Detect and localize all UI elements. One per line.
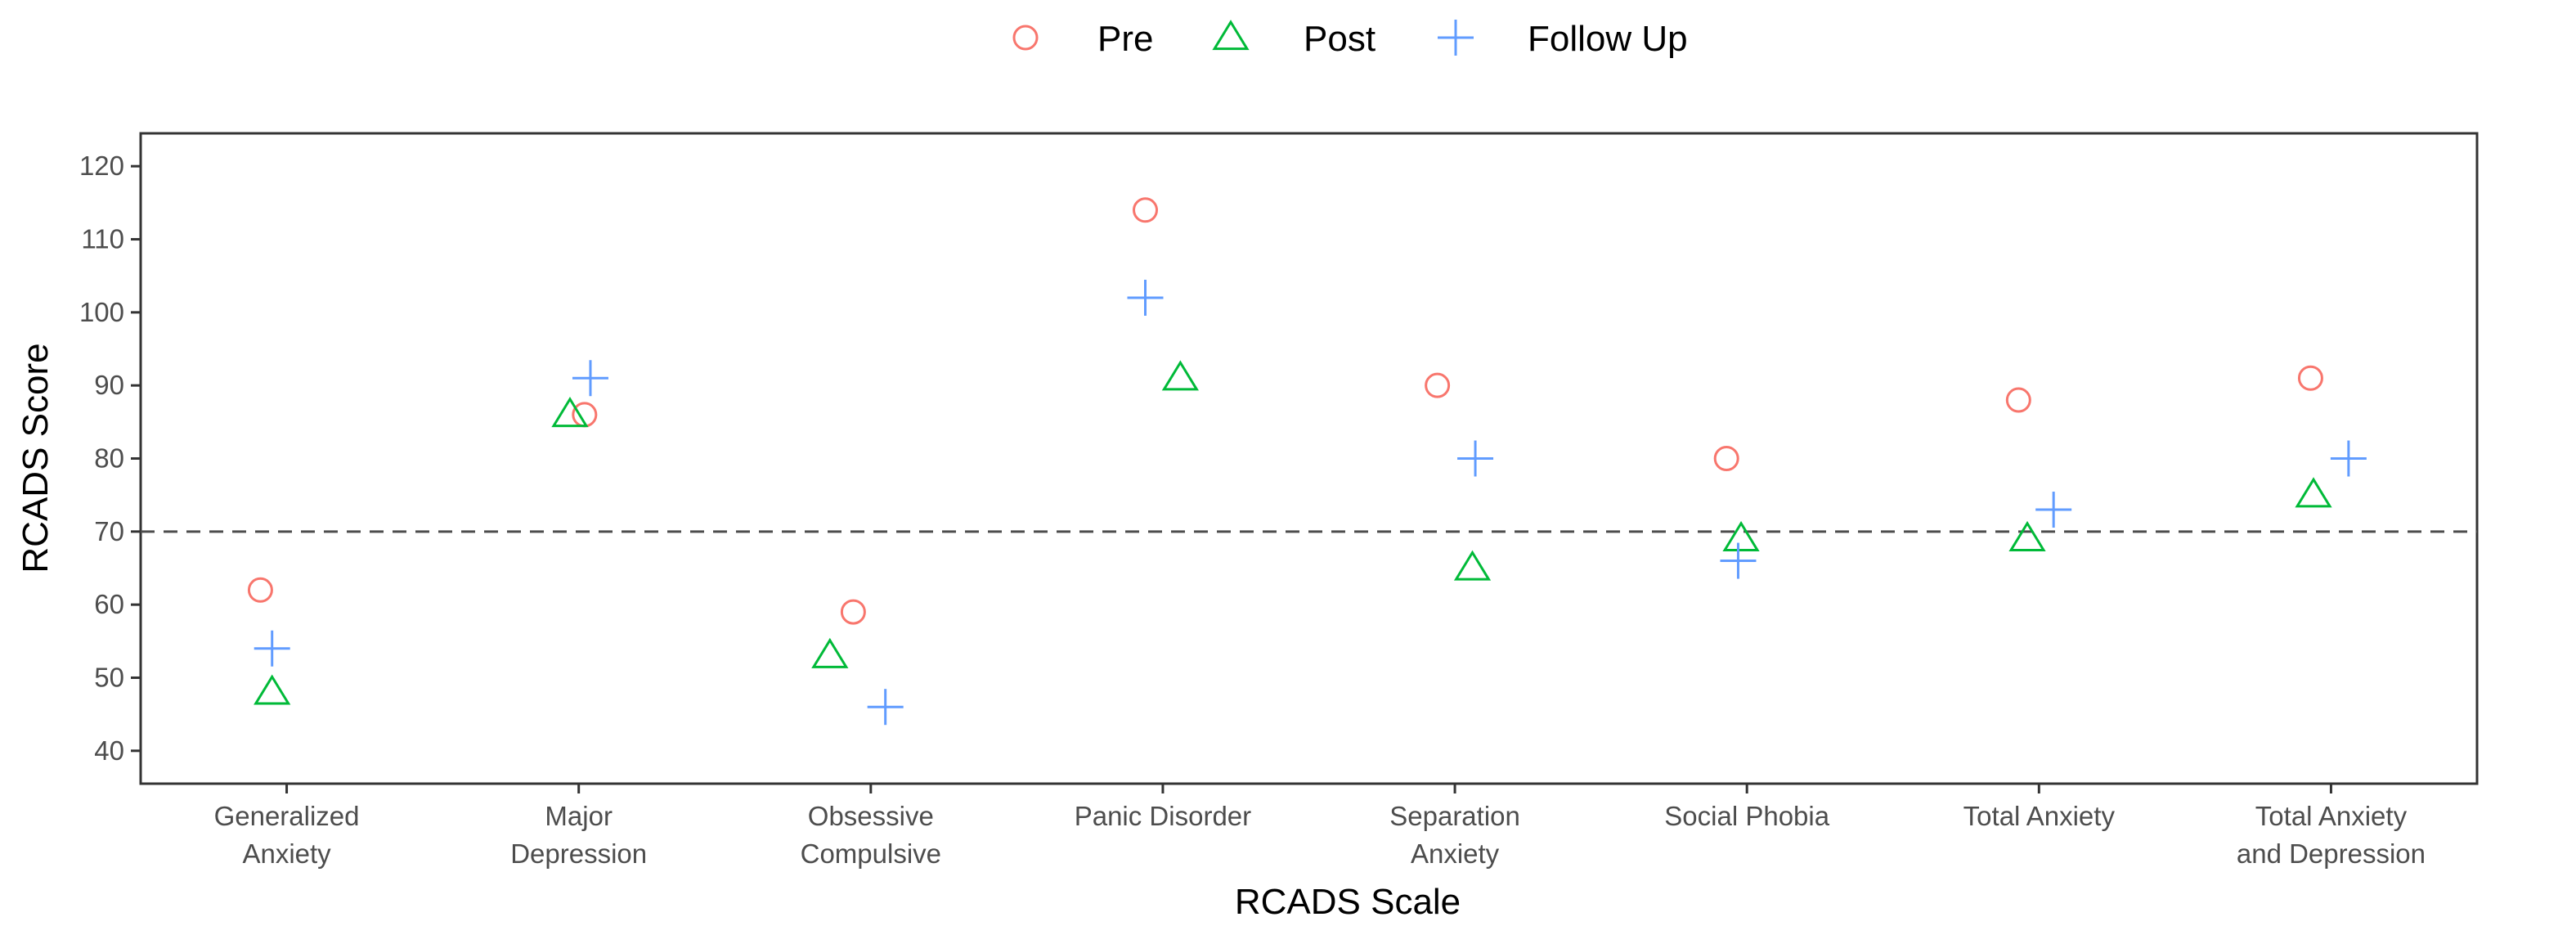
y-tick-label: 90	[94, 370, 124, 400]
point-follow-up	[2035, 492, 2072, 528]
y-tick-label: 80	[94, 443, 124, 474]
y-tick-label: 110	[81, 224, 124, 254]
y-axis: 40 50 60 70 80 90 100 110 120	[79, 151, 141, 766]
point-post	[811, 637, 849, 668]
triangle-icon	[1212, 20, 1250, 51]
legend-label: Follow Up	[1528, 19, 1688, 59]
x-tick-label: Social Phobia	[1664, 801, 1829, 831]
point-follow-up	[1127, 279, 1164, 316]
y-tick-label: 70	[94, 516, 124, 546]
y-tick-label: 50	[94, 662, 124, 692]
plus-icon	[1438, 20, 1474, 56]
point-post	[551, 397, 589, 428]
point-pre	[247, 577, 273, 603]
y-tick-label: 120	[79, 151, 124, 181]
data-points	[247, 197, 2367, 726]
point-pre	[2005, 387, 2031, 413]
point-post	[2008, 520, 2046, 551]
point-follow-up	[254, 630, 290, 667]
x-tick-label: Separation Anxiety	[1389, 801, 1520, 869]
point-pre	[2297, 365, 2323, 391]
point-post	[1161, 360, 1199, 391]
plot-panel	[139, 132, 2479, 785]
point-pre	[1713, 446, 1739, 471]
point-pre	[1133, 197, 1159, 223]
point-follow-up	[1720, 542, 1757, 579]
y-tick-label: 60	[94, 589, 124, 619]
x-axis-title: RCADS Scale	[1235, 882, 1461, 922]
legend: Pre Post Follow Up	[1012, 19, 1688, 59]
point-pre	[840, 599, 866, 625]
x-tick-label: Total Anxiety and Depression	[2237, 801, 2426, 869]
legend-item-follow-up: Follow Up	[1438, 19, 1688, 59]
point-follow-up	[867, 689, 904, 726]
x-tick-label: Total Anxiety	[1963, 801, 2116, 831]
y-tick-label: 100	[79, 297, 124, 327]
point-post	[254, 674, 291, 705]
point-follow-up	[572, 360, 608, 397]
point-follow-up	[2330, 440, 2367, 477]
x-tick-label: Obsessive Compulsive	[801, 801, 941, 869]
x-tick-label: Panic Disorder	[1075, 801, 1251, 831]
x-axis: Generalized Anxiety Major Depression Obsessi…	[214, 784, 2426, 869]
y-axis-title: RCADS Score	[16, 343, 56, 573]
x-tick-label: Major Depression	[510, 801, 647, 869]
point-post	[1722, 520, 1760, 551]
legend-item-pre: Pre	[1012, 19, 1153, 59]
y-tick-label: 40	[94, 735, 124, 766]
point-follow-up	[1457, 440, 1494, 477]
point-pre	[1425, 372, 1451, 398]
legend-item-post: Post	[1212, 19, 1376, 59]
legend-label: Pre	[1097, 19, 1153, 59]
point-post	[1453, 550, 1492, 581]
x-tick-label: Generalized Anxiety	[214, 801, 360, 869]
legend-label: Post	[1304, 19, 1376, 59]
circle-icon	[1012, 25, 1039, 51]
point-post	[2295, 477, 2332, 508]
